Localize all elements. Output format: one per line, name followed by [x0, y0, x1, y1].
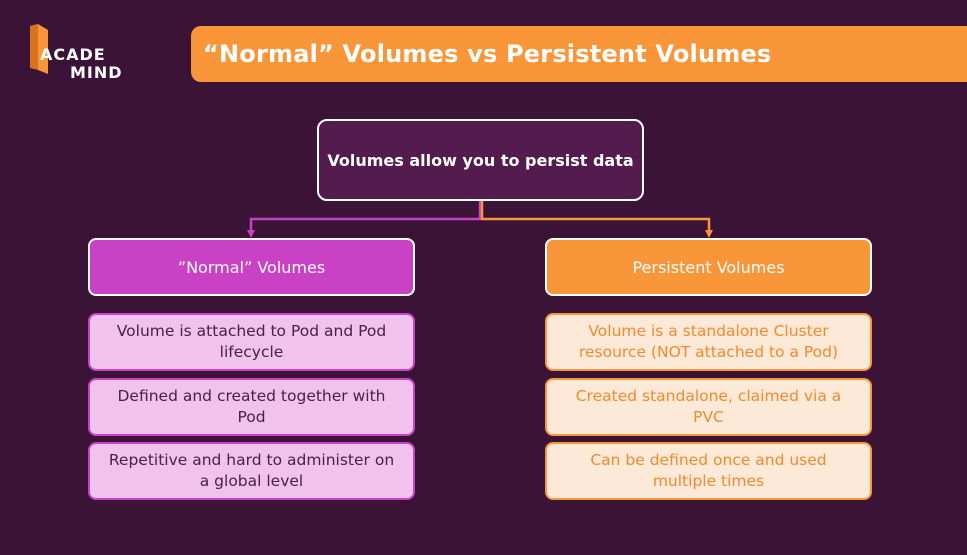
root-node-label: Volumes allow you to persist data: [327, 150, 634, 170]
logo-text-line1: ACADE: [40, 45, 106, 64]
persistent-volumes-item: Created standalone, claimed via a PVC: [545, 378, 872, 436]
normal-volumes-header: ”Normal” Volumes: [88, 238, 415, 296]
persistent-volumes-header-label: Persistent Volumes: [632, 257, 785, 277]
normal-volumes-item: Defined and created together with Pod: [88, 378, 415, 436]
logo-mark-icon: [30, 24, 48, 74]
logo-text-line2: MIND: [70, 63, 123, 82]
root-node: Volumes allow you to persist data: [317, 119, 644, 201]
connector-to-normal: [247, 201, 482, 238]
academind-logo: ACADE MIND: [26, 24, 126, 84]
persistent-volumes-item: Volume is a standalone Cluster resource …: [545, 313, 872, 371]
persistent-volumes-header: Persistent Volumes: [545, 238, 872, 296]
normal-volumes-item: Repetitive and hard to administer on a g…: [88, 442, 415, 500]
normal-volumes-header-label: ”Normal” Volumes: [177, 257, 326, 277]
connector-to-persistent: [480, 201, 713, 238]
page-title: “Normal” Volumes vs Persistent Volumes: [203, 40, 772, 68]
title-bar: “Normal” Volumes vs Persistent Volumes: [191, 26, 967, 82]
normal-volumes-item: Volume is attached to Pod and Pod lifecy…: [88, 313, 415, 371]
persistent-volumes-item: Can be defined once and used multiple ti…: [545, 442, 872, 500]
